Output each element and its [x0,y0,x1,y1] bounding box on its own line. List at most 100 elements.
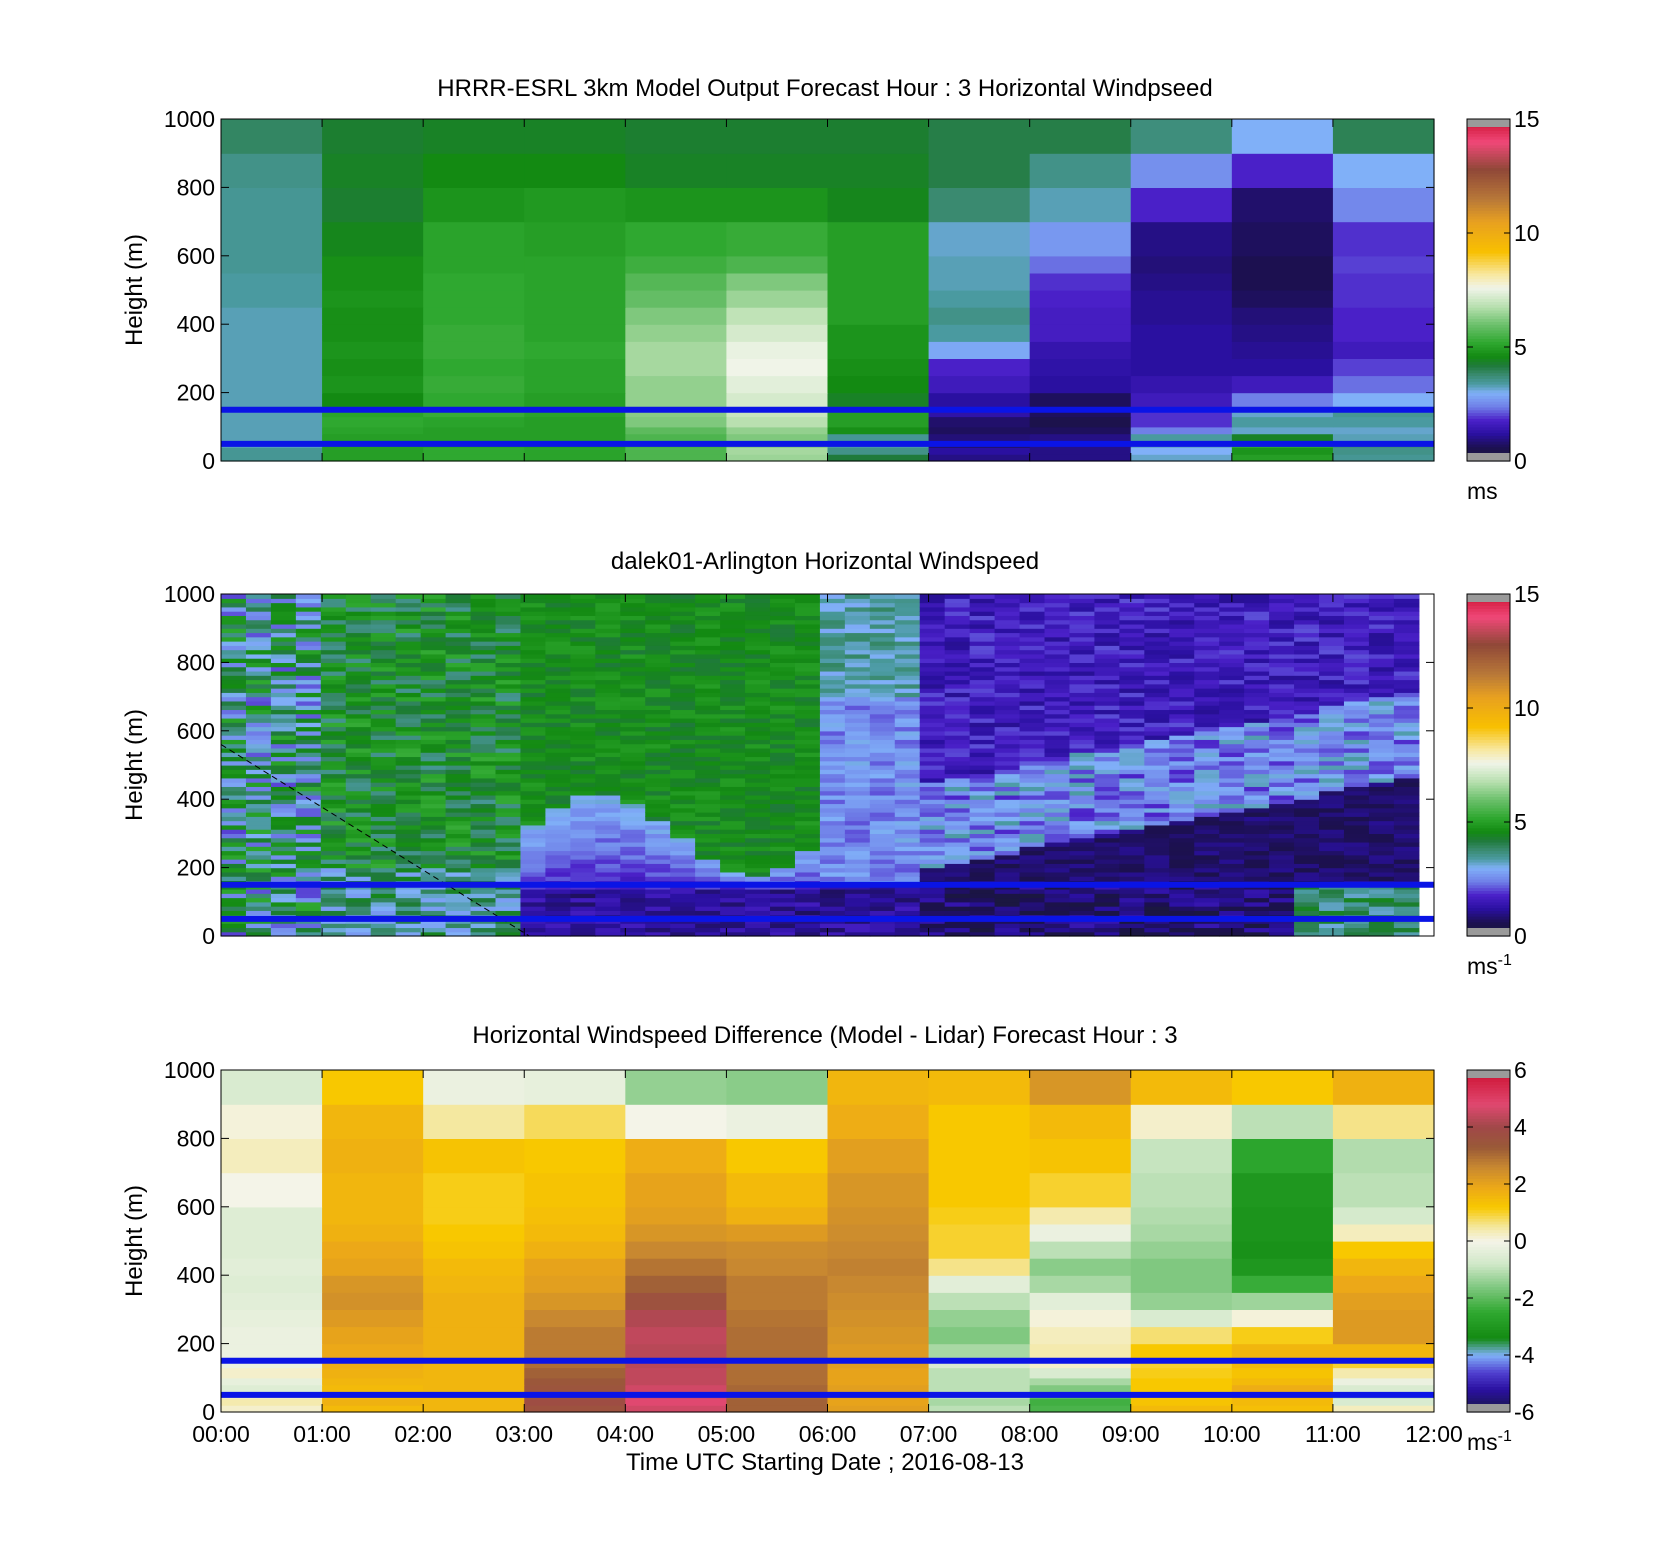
heatmap-cell [1368,653,1395,659]
heatmap-cell [495,897,522,903]
heatmap-cell [770,666,796,672]
heatmap-cell [1194,893,1220,899]
heatmap-cell [1343,859,1370,864]
heatmap-cell [295,739,322,745]
heatmap-cell [270,756,297,762]
heatmap-cell [1343,679,1370,685]
heatmap-cell [645,906,671,911]
heatmap-cell [919,888,946,894]
heatmap-cell [423,1241,525,1259]
heatmap-cell [1219,756,1245,762]
heatmap-cell [969,837,996,843]
heatmap-cell [470,606,497,612]
heatmap-cell [794,700,821,706]
heatmap-cell [221,675,247,681]
heatmap-cell [645,910,671,916]
heatmap-cell [844,803,871,809]
heatmap-cell [1069,611,1096,616]
heatmap-cell [370,752,397,758]
heatmap-cell [1094,876,1120,882]
heatmap-cell [994,675,1021,681]
heatmap-cell [726,1258,829,1276]
colorbar-segment [1467,176,1510,180]
colorbar-segment [1467,1121,1510,1125]
heatmap-cell [869,829,896,834]
heatmap-cell [420,871,447,877]
heatmap-cell [1231,119,1334,154]
heatmap-cell [695,675,721,681]
heatmap-cell [245,692,272,698]
heatmap-cell [1319,619,1345,625]
heatmap-cell [1343,794,1370,800]
heatmap-cell [720,816,746,822]
heatmap-cell [1094,692,1120,698]
colorbar-segment [1467,699,1510,703]
heatmap-cell [420,752,447,758]
heatmap-cell [944,786,971,792]
colorbar-segment [1467,415,1510,419]
heatmap-cell [345,692,372,698]
heatmap-cell [1069,692,1096,698]
heatmap-cell [1393,769,1420,775]
heatmap-cell [1119,679,1145,685]
heatmap-cell [944,773,971,779]
heatmap-cell [1094,619,1120,625]
heatmap-cell [1194,653,1220,659]
colorbar-segment [1467,682,1510,686]
heatmap-cell [994,850,1021,856]
heatmap-cell [1244,846,1270,852]
heatmap-cell [1368,752,1395,758]
heatmap-cell [969,623,996,629]
heatmap-cell [726,324,829,342]
heatmap-cell [770,846,796,852]
heatmap-cell [445,615,472,621]
heatmap-cell [420,863,447,869]
heatmap-cell [969,641,996,646]
heatmap-cell [670,794,696,800]
heatmap-cell [894,777,921,783]
heatmap-cell [1119,623,1145,629]
heatmap-cell [645,773,671,779]
heatmap-cell [370,790,397,796]
heatmap-cell [1019,760,1046,766]
heatmap-cell [1294,799,1320,805]
heatmap-cell [1094,927,1120,933]
heatmap-cell [720,876,746,882]
colorbar-segment [1467,227,1510,231]
heatmap-cell [919,606,946,612]
heatmap-cell [570,641,596,646]
heatmap-cell [670,846,696,852]
heatmap-cell [470,598,497,604]
heatmap-cell [322,416,424,428]
heatmap-cell [370,705,397,711]
colorbar-tick-label: 0 [1514,448,1527,474]
heatmap-cell [827,433,930,442]
heatmap-cell [969,765,996,770]
heatmap-cell [1219,867,1245,873]
heatmap-cell [1319,739,1345,745]
heatmap-cell [770,722,796,728]
heatmap-cell [520,927,547,933]
heatmap-cell [221,307,323,325]
heatmap-cell [520,820,547,826]
heatmap-cell [1319,833,1345,839]
heatmap-cell [1368,765,1395,770]
heatmap-cell [1244,859,1270,864]
heatmap-cell [524,1367,626,1379]
heatmap-cell [745,794,771,800]
heatmap-cell [1044,611,1071,616]
heatmap-cell [520,850,547,856]
heatmap-cell [1294,598,1320,604]
heatmap-cell [827,1206,930,1225]
heatmap-cell [1019,769,1046,775]
heatmap-cell [969,730,996,736]
heatmap-cell [295,760,322,766]
heatmap-cell [1393,931,1420,937]
heatmap-cell [770,888,796,894]
x-tick-label: 04:00 [597,1421,655,1447]
heatmap-cell [470,888,497,894]
heatmap-cell [370,765,397,770]
heatmap-cell [1219,632,1245,638]
heatmap-cell [1231,426,1334,435]
heatmap-cell [745,730,771,736]
